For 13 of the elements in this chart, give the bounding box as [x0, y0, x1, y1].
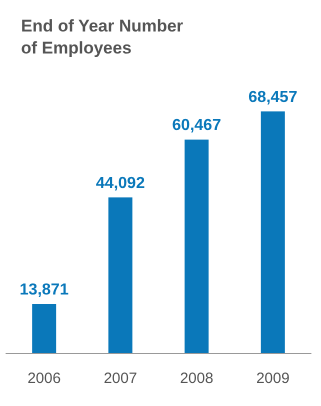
x-tick-label: 2009	[256, 370, 290, 387]
bar	[260, 111, 285, 353]
bar	[32, 304, 56, 353]
x-tick-label: 2008	[180, 370, 214, 387]
x-tick-label: 2006	[27, 370, 61, 387]
data-label: 60,467	[172, 117, 222, 134]
data-label: 13,871	[20, 282, 69, 299]
data-label: 68,457	[248, 88, 298, 106]
data-label: 44,092	[96, 174, 145, 192]
bar	[108, 197, 132, 353]
bar	[184, 140, 209, 353]
chart-title: End of Year Number of Employees	[21, 16, 188, 58]
x-tick-label: 2007	[104, 370, 138, 387]
